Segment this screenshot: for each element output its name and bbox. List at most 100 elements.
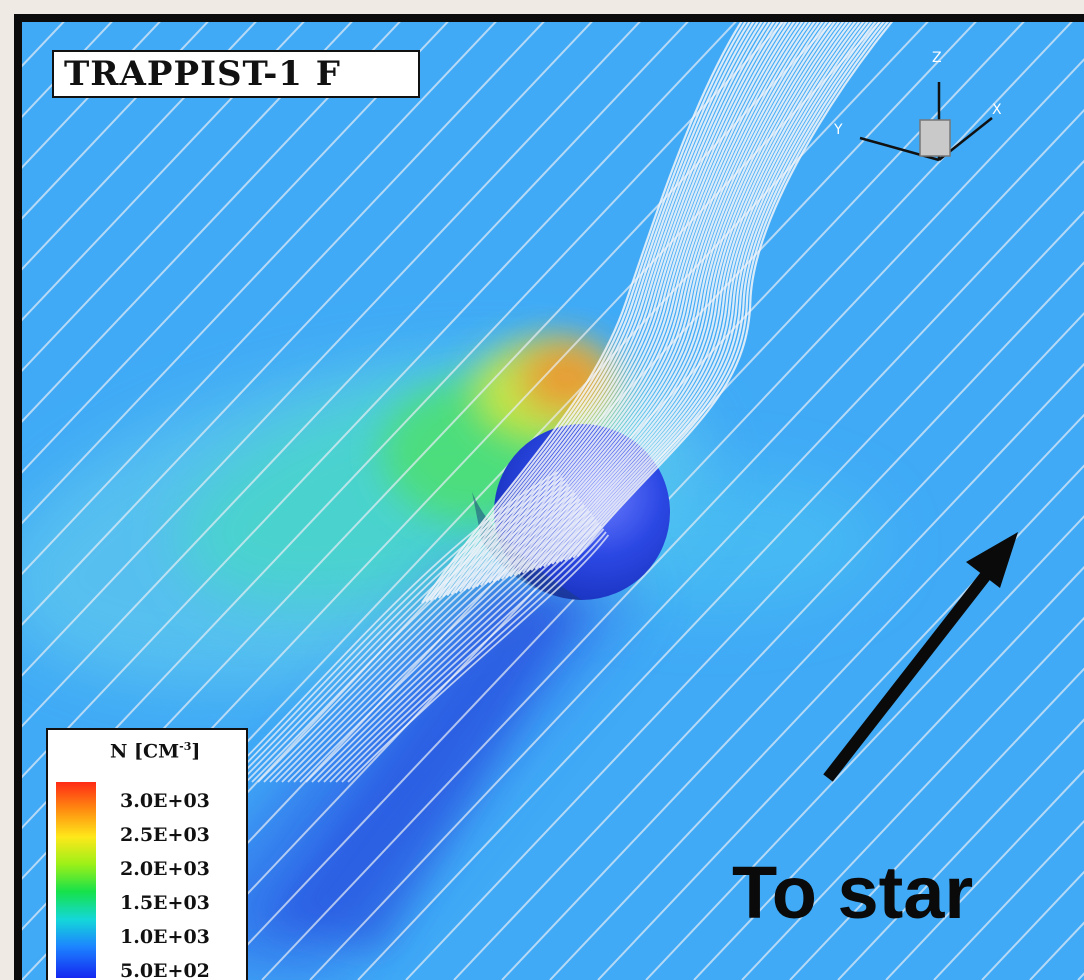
field-line	[22, 22, 593, 626]
streamline	[425, 22, 747, 603]
x-axis-label: X	[992, 102, 1002, 118]
field-line	[597, 464, 1084, 980]
streamline	[517, 22, 837, 575]
field-line	[22, 22, 641, 677]
field-line	[405, 261, 1084, 980]
wake-line	[347, 534, 610, 783]
legend-label: 5.0E+02	[120, 960, 210, 980]
wake-line	[257, 489, 573, 783]
streamline	[429, 22, 751, 602]
streamline	[559, 22, 877, 563]
streamline	[538, 22, 857, 569]
wake-streamlines	[221, 471, 610, 783]
field-line	[837, 718, 1084, 980]
field-line	[22, 22, 113, 119]
streamline	[534, 22, 853, 570]
field-line	[453, 312, 1084, 980]
streamline	[500, 22, 820, 580]
wake-line	[275, 498, 581, 783]
streamline	[542, 22, 861, 568]
streamline	[488, 22, 808, 584]
streamline	[496, 22, 816, 581]
field-line	[645, 515, 1084, 980]
field-line	[22, 22, 497, 525]
wake-line	[341, 531, 607, 783]
plot-title: TRAPPIST-1 F	[52, 50, 420, 98]
wake-line	[317, 519, 598, 783]
streamline	[572, 22, 890, 559]
field-line	[261, 108, 1084, 980]
field-line	[22, 22, 353, 373]
wake-line	[311, 516, 595, 783]
wake-line	[305, 513, 593, 783]
wake-line	[281, 501, 583, 783]
wake-line	[221, 471, 559, 783]
streamline	[551, 22, 869, 565]
field-line	[885, 769, 1084, 980]
field-line	[357, 210, 1084, 980]
axis-triad	[859, 82, 993, 162]
streamline	[563, 22, 881, 561]
streamline	[526, 22, 845, 573]
streamline	[437, 22, 759, 599]
field-line	[213, 58, 1084, 980]
field-line	[693, 565, 1084, 980]
field-line	[501, 362, 1084, 980]
streamline	[530, 22, 849, 571]
streamline	[446, 22, 767, 597]
wake-line	[251, 486, 571, 783]
field-line	[22, 22, 545, 576]
field-line	[22, 22, 161, 169]
streamline	[484, 22, 804, 585]
simulation-view: TRAPPIST-1 F Z Y X N [CM-3] 3.0E+03 2.5E…	[22, 22, 1084, 980]
direction-arrow	[823, 532, 1018, 782]
field-line	[22, 22, 305, 322]
streamline	[509, 22, 829, 578]
streamline	[463, 22, 784, 592]
field-line	[549, 413, 1084, 980]
z-axis-label: Z	[932, 50, 942, 66]
wake-line	[233, 477, 564, 783]
legend-label: 2.0E+03	[120, 858, 210, 880]
legend-label: 1.5E+03	[120, 892, 210, 914]
legend-label: 2.5E+03	[120, 824, 210, 846]
wake-line	[299, 510, 590, 783]
field-line	[22, 22, 737, 779]
streamline	[521, 22, 841, 574]
y-axis-label: Y	[834, 122, 843, 138]
streamline	[555, 22, 873, 564]
wake-line	[287, 504, 585, 783]
streamline	[513, 22, 833, 576]
legend-title: N [CM-3]	[110, 740, 201, 763]
streamline	[471, 22, 792, 589]
simulation-canvas	[22, 22, 1084, 980]
legend-colorbar	[56, 782, 96, 978]
color-legend: N [CM-3] 3.0E+03 2.5E+03 2.0E+03 1.5E+03…	[46, 728, 248, 980]
wake-line	[245, 483, 569, 783]
field-line	[789, 667, 1084, 980]
field-line	[22, 22, 689, 728]
streamline	[568, 22, 886, 560]
field-line	[22, 22, 449, 474]
streamline	[547, 22, 865, 566]
field-line	[22, 22, 257, 271]
wake-line	[329, 525, 602, 783]
field-line	[22, 22, 401, 423]
arrow-label: To star	[732, 851, 974, 934]
wake-line	[293, 507, 588, 783]
field-line	[22, 22, 209, 220]
streamline	[421, 22, 743, 604]
streamline	[576, 22, 894, 558]
streamline	[433, 22, 755, 600]
legend-label: 1.0E+03	[120, 926, 210, 948]
field-line	[309, 159, 1084, 980]
wake-line	[263, 492, 576, 783]
streamline	[492, 22, 812, 583]
streamline	[505, 22, 824, 579]
wake-line	[239, 480, 566, 783]
field-line	[741, 616, 1084, 980]
wake-line	[269, 495, 578, 783]
wake-line	[323, 522, 600, 783]
legend-label: 3.0E+03	[120, 790, 210, 812]
wake-line	[227, 474, 561, 783]
